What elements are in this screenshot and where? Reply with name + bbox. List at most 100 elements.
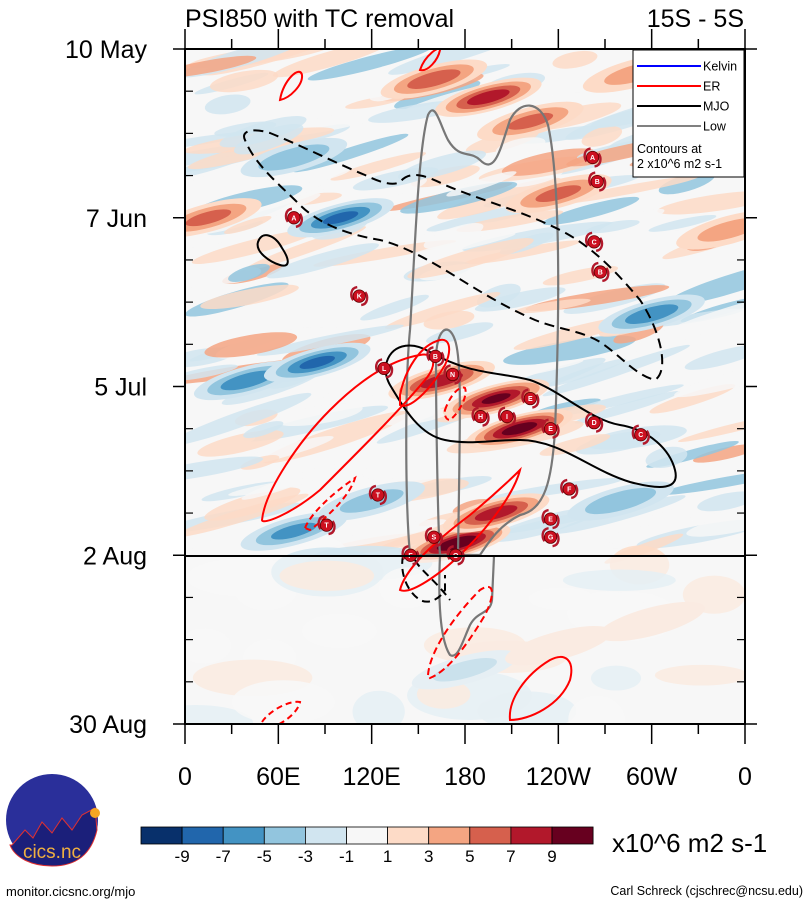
anomaly-streak <box>657 190 745 215</box>
colorbar-label: -7 <box>216 847 231 866</box>
anomaly-streak <box>185 456 264 484</box>
anomaly-streak <box>185 220 293 252</box>
anomaly-blob <box>625 304 679 324</box>
y-tick-label: 7 Jun <box>86 205 147 233</box>
anomaly-streak <box>185 531 221 557</box>
anomaly-blob <box>220 370 274 391</box>
anomaly-streak <box>209 69 279 93</box>
anomaly-streak <box>574 390 681 424</box>
tc-marker: K <box>350 285 369 307</box>
low-contour-2 <box>434 328 461 556</box>
colorbar-swatch <box>387 826 430 845</box>
anomaly-streak <box>224 215 272 234</box>
anomaly-streak <box>228 478 314 496</box>
anomaly-streak <box>674 360 745 398</box>
anomaly-blob <box>481 393 511 404</box>
anomaly-streak <box>281 164 352 184</box>
tc-marker: N <box>443 364 462 385</box>
tc-marker: I <box>497 406 517 427</box>
colorbar-swatch <box>551 826 594 845</box>
anomaly-streak <box>697 491 745 512</box>
colorbar-swatch <box>469 826 512 845</box>
tc-marker: B <box>426 346 445 367</box>
anomaly-blob <box>585 487 657 515</box>
tc-label: I <box>506 414 508 421</box>
anomaly-streak <box>631 297 745 352</box>
anomaly-streak <box>495 137 546 156</box>
tc-label: A <box>291 215 296 222</box>
tc-marker: T <box>368 484 387 506</box>
anomaly-streak <box>501 148 597 176</box>
x-tick-label: 60W <box>626 763 678 791</box>
anomaly-streak <box>266 243 379 279</box>
anomaly-streak <box>185 364 238 381</box>
colorbar-swatch <box>181 826 224 845</box>
er-solid-4 <box>399 338 451 407</box>
anomaly-streak <box>514 298 591 314</box>
colorbar-swatch <box>428 826 471 845</box>
anomaly-streak <box>542 196 640 226</box>
footer-url[interactable]: monitor.cicsnc.org/mjo <box>6 884 136 899</box>
tc-label: C <box>592 239 597 246</box>
legend-label-mjo: MJO <box>703 100 730 114</box>
er-solid-5 <box>398 466 522 592</box>
y-tick-label: 5 Jul <box>94 374 147 402</box>
tc-marker: A <box>284 207 303 228</box>
tc-marker: F <box>560 478 579 500</box>
er-solid-6 <box>508 655 573 722</box>
anomaly-streak <box>693 444 745 463</box>
y-axis-labels: 10 May 7 Jun 5 Jul 2 Aug 30 Aug <box>65 36 147 739</box>
tc-label: D <box>592 420 597 427</box>
anomaly-streak <box>404 232 516 259</box>
legend-label-low: Low <box>703 120 727 134</box>
er-dashed-2 <box>443 386 467 422</box>
logo-sun <box>90 808 100 818</box>
colorbar-label: -9 <box>175 847 190 866</box>
anomaly-streak <box>648 214 717 232</box>
anomaly-streak <box>437 177 562 220</box>
colorbar-swatch <box>222 826 265 845</box>
colorbar-swatch <box>263 826 306 845</box>
tc-label: C <box>638 432 643 439</box>
anomaly-streak <box>503 335 636 365</box>
colorbar-swatch <box>510 826 553 845</box>
tc-marker: E <box>541 508 560 530</box>
tc-label: T <box>376 492 381 499</box>
anomaly-streak <box>666 260 745 306</box>
tc-marker: H <box>471 406 490 427</box>
colorbar-label: -1 <box>339 847 354 866</box>
anomaly-streak <box>684 344 745 370</box>
tc-label: S <box>432 535 437 542</box>
legend: Kelvin ER MJO Low Contours at 2 x10^6 m2 s-… <box>632 49 745 178</box>
low-contours <box>405 104 560 657</box>
tc-marker: A <box>583 147 602 168</box>
tc-label: B <box>433 354 438 361</box>
anomaly-streak <box>388 177 428 195</box>
tc-label: T <box>324 523 329 530</box>
mjo-solid-1 <box>384 344 677 488</box>
anomaly-streak <box>243 421 284 439</box>
tc-label: K <box>357 294 362 301</box>
tc-marker: E <box>521 388 540 409</box>
anomaly-streak <box>446 171 517 197</box>
anomaly-streak <box>423 310 475 330</box>
colorbar-label: 1 <box>383 847 392 866</box>
anomaly-streak <box>276 403 363 427</box>
anomaly-blob <box>535 185 582 203</box>
anomaly-streak <box>362 458 418 480</box>
x-tick-label: 0 <box>178 763 192 791</box>
colorbar-units: x10^6 m2 s-1 <box>612 828 767 858</box>
x-tick-label: 0 <box>738 763 752 791</box>
tc-label: L <box>382 366 387 373</box>
anomaly-streak <box>185 55 257 79</box>
tc-marker: C <box>631 424 650 445</box>
anomaly-streak <box>204 487 301 521</box>
y-tick-label: 30 Aug <box>69 711 147 739</box>
tc-marker: C <box>585 231 604 253</box>
tc-label: E <box>548 426 553 433</box>
anomaly-blob <box>322 211 359 225</box>
tc-marker: T <box>317 514 336 536</box>
legend-note-line1: Contours at <box>637 142 702 156</box>
anomaly-blob <box>258 144 330 171</box>
anomaly-streak <box>410 165 480 188</box>
